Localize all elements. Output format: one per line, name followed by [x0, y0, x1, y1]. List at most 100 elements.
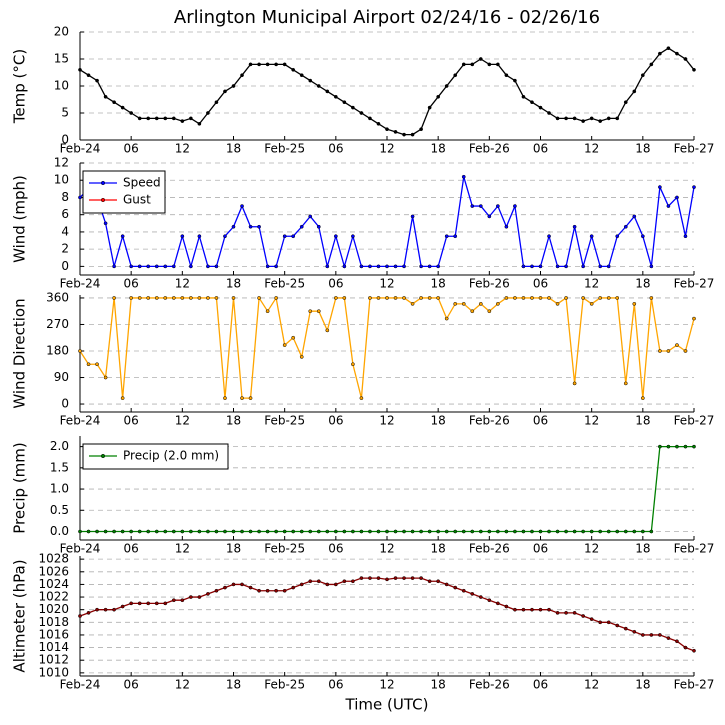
- x-tick-label: 18: [635, 542, 650, 556]
- x-tick-label: Feb-26: [469, 542, 510, 556]
- data-point: [521, 296, 526, 300]
- data-point: [95, 607, 99, 612]
- data-point: [154, 601, 159, 606]
- legend-box: [82, 170, 166, 214]
- data-point: [496, 529, 500, 534]
- data-point: [129, 264, 134, 269]
- data-point: [274, 296, 278, 300]
- data-point: [478, 595, 483, 599]
- y-tick-label: 12: [54, 156, 69, 170]
- data-point: [112, 264, 116, 269]
- data-point: [316, 84, 321, 88]
- x-tick-label: Feb-25: [264, 142, 305, 156]
- data-point: [615, 296, 620, 300]
- data-point: [342, 296, 347, 300]
- x-tick-label: Feb-24: [60, 414, 101, 428]
- data-point: [606, 529, 611, 534]
- y-axis-label: Precip (mm): [11, 442, 29, 533]
- x-tick-label: 18: [635, 142, 650, 156]
- data-point: [521, 529, 526, 534]
- data-point: [606, 116, 611, 121]
- data-point: [564, 264, 568, 269]
- data-point: [675, 639, 679, 644]
- data-point: [86, 362, 91, 367]
- y-tick-label: 8: [61, 190, 69, 204]
- x-tick-label: 06: [533, 678, 548, 692]
- data-point: [189, 529, 193, 534]
- data-point: [112, 529, 116, 534]
- data-point: [223, 585, 227, 590]
- y-tick-label: 2.0: [50, 439, 69, 453]
- legend-label: Precip (2.0 mm): [123, 449, 219, 463]
- y-tick-label: 1014: [38, 640, 69, 654]
- data-point: [658, 633, 662, 637]
- y-tick-label: 1.5: [50, 460, 69, 474]
- data-point: [444, 84, 449, 88]
- data-point: [427, 529, 432, 534]
- data-point: [666, 636, 671, 640]
- data-point: [547, 529, 551, 534]
- data-point: [402, 529, 406, 534]
- data-point: [419, 264, 423, 269]
- data-point: [248, 224, 253, 229]
- data-point: [393, 296, 398, 300]
- data-point: [658, 444, 662, 449]
- data-point: [316, 309, 321, 314]
- x-tick-label: 12: [379, 678, 394, 692]
- y-tick-label: 10: [54, 173, 69, 187]
- data-point: [555, 610, 560, 615]
- data-point: [530, 264, 534, 269]
- data-point: [86, 73, 91, 78]
- y-tick-label: 1018: [38, 615, 69, 629]
- data-point: [572, 224, 577, 229]
- data-point: [470, 529, 475, 534]
- data-point: [240, 73, 244, 78]
- y-tick-label: 4: [61, 224, 69, 238]
- y-tick-label: 270: [46, 317, 69, 331]
- data-point: [581, 614, 585, 618]
- data-point: [598, 264, 603, 269]
- y-tick-label: 0: [61, 259, 69, 273]
- data-point: [461, 588, 466, 593]
- data-point: [385, 577, 389, 582]
- legend-marker: [100, 453, 106, 459]
- data-point: [282, 234, 287, 239]
- data-point: [129, 111, 134, 115]
- data-point: [316, 224, 321, 229]
- x-tick-label: 12: [584, 414, 599, 428]
- data-point: [231, 224, 236, 229]
- data-point: [427, 296, 432, 300]
- data-point: [692, 444, 696, 449]
- data-point: [189, 264, 193, 269]
- data-point: [436, 296, 441, 300]
- data-point: [308, 529, 313, 534]
- data-point: [163, 601, 168, 606]
- data-point: [240, 529, 244, 534]
- data-point: [555, 116, 560, 121]
- y-tick-label: 2: [61, 242, 69, 256]
- x-tick-label: 18: [431, 542, 446, 556]
- data-point: [248, 62, 253, 67]
- data-point: [333, 296, 338, 300]
- data-point: [333, 582, 338, 587]
- y-tick-label: 90: [54, 370, 69, 384]
- data-point: [598, 529, 603, 534]
- data-point: [598, 119, 603, 123]
- data-point: [257, 529, 261, 534]
- data-point: [530, 296, 534, 300]
- data-point: [513, 607, 517, 612]
- data-point: [137, 116, 142, 121]
- data-point: [351, 362, 355, 367]
- data-point: [649, 529, 654, 534]
- data-point: [214, 296, 219, 300]
- data-point: [666, 204, 671, 208]
- data-point: [453, 73, 458, 78]
- data-point: [351, 529, 355, 534]
- data-point: [189, 296, 193, 300]
- data-point: [206, 111, 210, 115]
- data-point: [95, 78, 99, 83]
- data-point: [282, 343, 287, 347]
- data-point: [299, 73, 304, 78]
- x-tick-label: Feb-27: [674, 142, 715, 156]
- data-point: [86, 529, 91, 534]
